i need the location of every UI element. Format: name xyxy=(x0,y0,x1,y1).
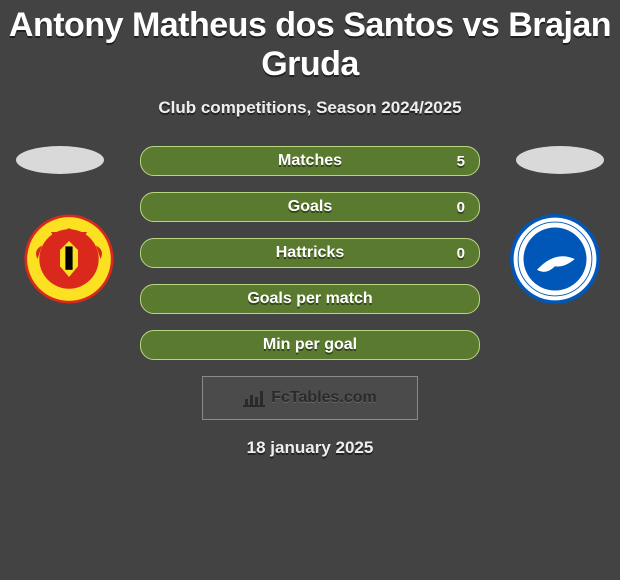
stat-bar-goals: Goals 0 xyxy=(140,192,480,222)
stat-value: 0 xyxy=(457,199,465,216)
page-title: Antony Matheus dos Santos vs Brajan Grud… xyxy=(0,0,620,84)
stat-value: 5 xyxy=(457,153,465,170)
stat-label: Goals per match xyxy=(247,290,372,308)
stat-bar-matches: Matches 5 xyxy=(140,146,480,176)
brighton-crest-icon xyxy=(510,214,600,304)
club-badge-left xyxy=(24,214,114,304)
subtitle: Club competitions, Season 2024/2025 xyxy=(0,98,620,118)
stat-label: Hattricks xyxy=(276,244,344,262)
stat-label: Goals xyxy=(288,198,332,216)
stat-value: 0 xyxy=(457,245,465,262)
club-badge-right xyxy=(510,214,600,304)
manutd-crest-icon xyxy=(24,214,114,304)
branding-text: FcTables.com xyxy=(271,389,377,407)
stat-bar-goals-per-match: Goals per match xyxy=(140,284,480,314)
stat-bar-min-per-goal: Min per goal xyxy=(140,330,480,360)
stat-label: Matches xyxy=(278,152,342,170)
chart-icon xyxy=(243,389,265,407)
stat-bars: Matches 5 Goals 0 Hattricks 0 Goals per … xyxy=(140,146,480,360)
stat-label: Min per goal xyxy=(263,336,357,354)
player-left-photo-placeholder xyxy=(16,146,104,174)
comparison-content: Matches 5 Goals 0 Hattricks 0 Goals per … xyxy=(0,146,620,458)
date-text: 18 january 2025 xyxy=(0,438,620,458)
player-right-photo-placeholder xyxy=(516,146,604,174)
branding-box: FcTables.com xyxy=(202,376,418,420)
stat-bar-hattricks: Hattricks 0 xyxy=(140,238,480,268)
